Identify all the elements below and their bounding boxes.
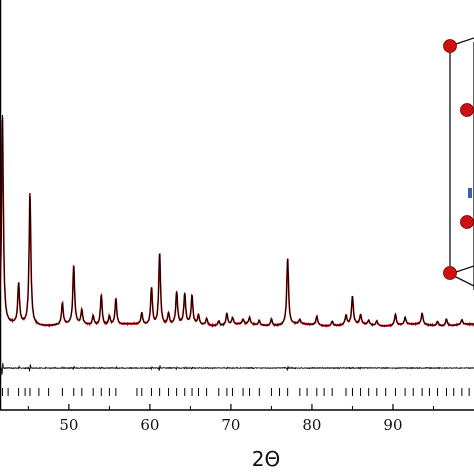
x-axis-title: 2Θ — [252, 447, 280, 471]
x-axis-tick-labels: 50 60 70 80 90 — [59, 416, 402, 434]
calculated-pattern — [0, 115, 474, 327]
x-axis-ticks — [27, 404, 434, 410]
atom-sphere — [443, 266, 457, 280]
x-tick-label: 80 — [302, 416, 321, 434]
x-tick-label: 90 — [383, 416, 402, 434]
x-tick-label: 50 — [59, 416, 78, 434]
difference-curve — [0, 362, 474, 376]
x-tick-label: 60 — [140, 416, 159, 434]
observed-pattern — [0, 117, 474, 328]
x-tick-label: 70 — [221, 416, 240, 434]
atom-sphere — [460, 103, 474, 117]
difference-line — [0, 362, 474, 376]
crystal-structure-inset — [443, 37, 474, 290]
bond-marker — [468, 188, 472, 198]
atom-sphere — [443, 39, 457, 53]
atom-sphere — [460, 215, 474, 229]
observed-line — [0, 117, 474, 328]
bragg-reflection-ticks — [1, 388, 470, 396]
calculated-line — [0, 115, 474, 327]
plot-frame — [0, 0, 474, 411]
